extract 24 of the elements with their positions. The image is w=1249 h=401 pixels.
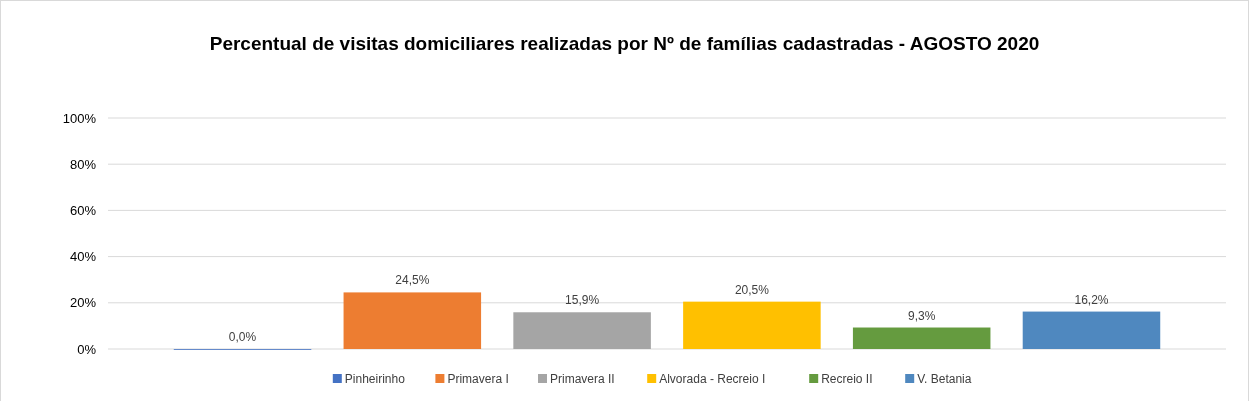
y-tick-label: 20% bbox=[69, 295, 97, 311]
bar bbox=[683, 301, 821, 349]
data-label: 16,2% bbox=[1074, 292, 1109, 307]
data-label: 20,5% bbox=[734, 282, 770, 297]
legend-label: V. Betania bbox=[917, 372, 972, 386]
y-tick-label: 80% bbox=[69, 156, 97, 172]
legend-label: Primavera II bbox=[550, 372, 615, 386]
data-label: 15,9% bbox=[565, 293, 600, 308]
legend-label: Pinheirinho bbox=[344, 372, 406, 386]
y-tick-label: 40% bbox=[69, 249, 97, 265]
bar bbox=[1022, 311, 1161, 349]
legend-label: Alvorada - Recreio I bbox=[659, 372, 766, 386]
data-label: 9,3% bbox=[908, 308, 936, 323]
data-label: 0,0% bbox=[228, 330, 257, 344]
data-label: 24,5% bbox=[395, 273, 430, 288]
y-tick-label: 0% bbox=[77, 341, 97, 357]
y-tick-label: 100% bbox=[62, 110, 97, 126]
legend-label: Primavera I bbox=[447, 372, 509, 386]
bar bbox=[852, 327, 991, 349]
y-tick-label: 60% bbox=[69, 202, 97, 218]
legend-label: Recreio II bbox=[821, 372, 873, 386]
bar bbox=[343, 292, 482, 349]
chart-title: Percentual de visitas domiciliares realizadas por Nº de famílias cadastradas - AGOSTO 2020 bbox=[209, 33, 1040, 54]
bar bbox=[513, 312, 651, 349]
